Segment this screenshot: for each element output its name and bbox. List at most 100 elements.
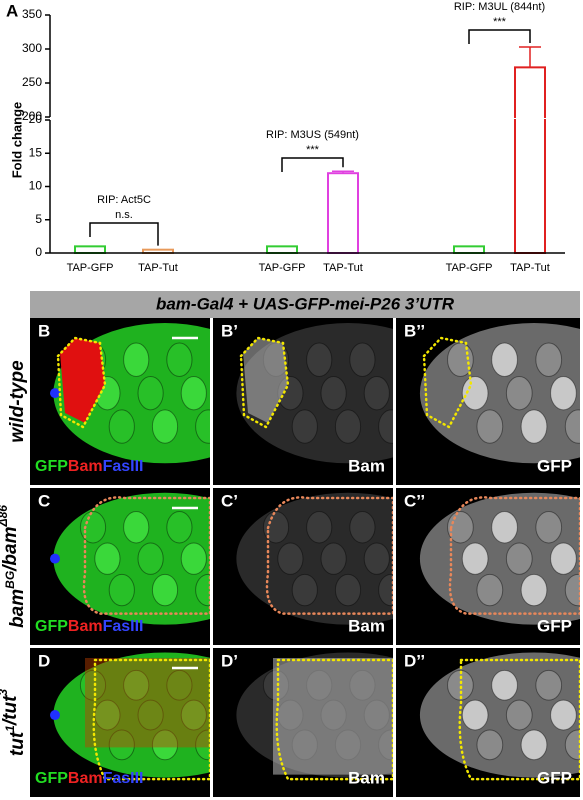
banner <box>30 291 580 318</box>
cell <box>378 573 393 607</box>
significance: *** <box>493 16 507 28</box>
outline <box>92 658 210 781</box>
channel-label: GFP <box>35 458 68 475</box>
cell <box>180 375 207 411</box>
micrograph <box>396 488 580 645</box>
genotype-sup: 1 <box>3 725 17 732</box>
cell <box>461 699 489 731</box>
channel-labels: GFPBamFasIII <box>35 618 143 635</box>
cell <box>123 511 150 544</box>
cell <box>550 375 577 411</box>
cell <box>137 375 164 411</box>
micrograph <box>30 488 210 645</box>
fasiii-signal <box>50 388 60 399</box>
bam-signal <box>60 338 105 423</box>
group-title: RIP: M3US (549nt) <box>266 129 359 141</box>
cell <box>476 729 504 761</box>
bam-signal <box>273 658 393 775</box>
cell <box>79 511 107 544</box>
channel-label: Bam <box>68 770 103 787</box>
cell <box>291 573 318 607</box>
cell <box>550 542 577 575</box>
panel-caption: GFP <box>537 616 572 635</box>
cell <box>137 542 164 575</box>
axis-break <box>40 118 560 119</box>
fasiii-signal <box>50 553 60 564</box>
channel-labels: GFPBamFasIII <box>35 458 143 475</box>
significance-bracket <box>281 157 344 172</box>
significance-bracket <box>468 29 531 44</box>
cell <box>151 409 179 444</box>
panel-caption: Bam <box>348 456 385 475</box>
row-label: tut1/tut3 <box>0 689 28 757</box>
cell <box>461 542 489 575</box>
channel-labels: GFPBamFasIII <box>35 770 143 787</box>
genotype-part: /tut <box>0 695 21 726</box>
panel-label: D’’ <box>404 651 425 670</box>
panel-label: D’ <box>221 651 238 670</box>
cell <box>564 409 580 444</box>
micrograph <box>396 648 580 797</box>
panel-label: C <box>38 491 50 510</box>
channel-label: FasIII <box>103 770 144 787</box>
outline <box>448 496 580 615</box>
cell <box>166 342 193 377</box>
cell <box>94 542 121 575</box>
genotype-part: wild-type <box>7 360 28 443</box>
channel-label: FasIII <box>103 458 144 475</box>
y-tick-label: 5 <box>35 212 42 226</box>
panel-label: B’ <box>221 321 238 340</box>
cell <box>306 511 333 544</box>
channel-label: GFP <box>35 618 68 635</box>
panel-caption: Bam <box>348 768 385 787</box>
cell <box>491 511 518 544</box>
cell <box>378 409 393 444</box>
panel-label: A <box>6 1 18 20</box>
significance-bracket <box>89 222 159 246</box>
cell <box>166 669 193 701</box>
panel-label: B <box>38 321 50 340</box>
cell <box>535 342 563 377</box>
outline <box>239 336 290 429</box>
panel-caption: GFP <box>537 768 572 787</box>
bam-signal <box>243 338 288 423</box>
cell <box>151 729 179 761</box>
panel-caption: Bam <box>348 616 385 635</box>
genotype-part: /bam <box>0 526 21 571</box>
cell <box>262 511 290 544</box>
banner-text: bam-Gal4 + UAS-GFP-mei-P26 3’UTR <box>156 294 455 313</box>
y-axis-label: Fold change <box>9 102 24 179</box>
fasiii-signal <box>50 710 60 721</box>
panel-label: B’’ <box>404 321 425 340</box>
micrograph <box>30 648 210 797</box>
cell <box>166 511 193 544</box>
cell <box>349 342 376 377</box>
channel-label: Bam <box>68 458 103 475</box>
significance: n.s. <box>115 209 133 221</box>
panel-label: C’ <box>221 491 238 510</box>
channel-label: GFP <box>35 770 68 787</box>
cell <box>476 573 504 607</box>
y-tick-label: 250 <box>22 75 42 89</box>
error-bar <box>519 46 541 68</box>
y-tick-label: 15 <box>29 145 43 159</box>
cell <box>476 409 504 444</box>
group-title: RIP: Act5C <box>97 194 151 206</box>
bar <box>74 245 106 255</box>
cell <box>195 409 210 444</box>
micrograph <box>396 318 580 485</box>
cell <box>320 375 347 411</box>
cell <box>195 573 210 607</box>
y-tick-label: 300 <box>22 41 42 55</box>
cell <box>277 542 304 575</box>
channel-label: Bam <box>68 618 103 635</box>
outline <box>275 658 393 781</box>
bar <box>453 245 485 255</box>
cell <box>334 409 362 444</box>
y-tick-label: 200 <box>22 109 42 123</box>
cell <box>550 699 577 731</box>
significance: *** <box>306 144 320 156</box>
x-tick-label: TAP-Tut <box>510 262 550 274</box>
cell <box>535 511 563 544</box>
